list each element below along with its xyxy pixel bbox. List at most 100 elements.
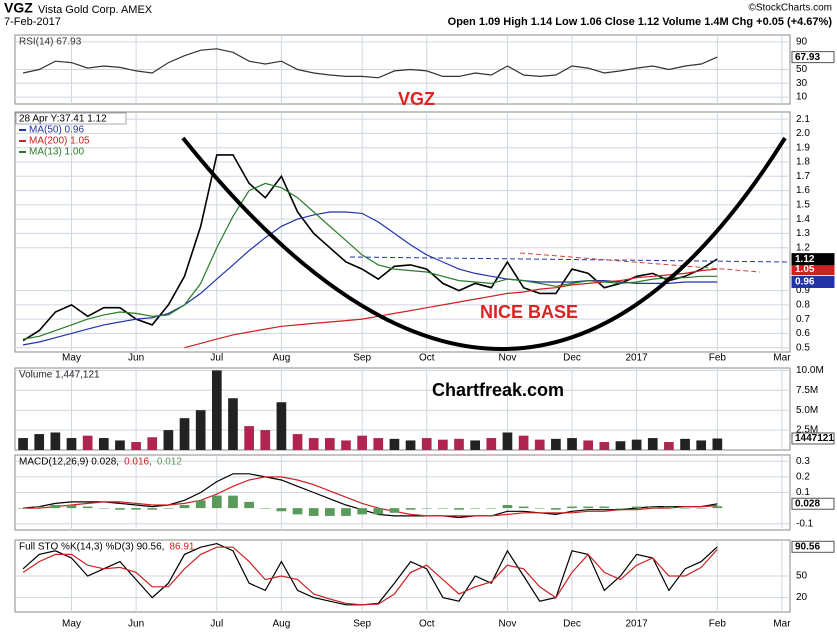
x-tick-label: Sep xyxy=(353,353,371,364)
bar xyxy=(389,508,400,513)
bar xyxy=(260,430,271,450)
y-tick-label: 1.2 xyxy=(796,242,810,253)
legend-label: MA(50) 0.96 xyxy=(29,125,84,136)
bar xyxy=(341,440,351,450)
bar xyxy=(98,438,109,450)
y-tick-label: 0.9 xyxy=(796,285,810,296)
y-tick-label: 50 xyxy=(796,64,808,75)
last-value-box xyxy=(791,276,835,288)
bar xyxy=(567,438,577,450)
bar xyxy=(712,506,723,509)
bar xyxy=(518,435,529,450)
last-value-label: 1447121 xyxy=(795,433,834,444)
bar xyxy=(373,438,384,450)
y-tick-label: 10.0M xyxy=(796,365,824,376)
last-value-box xyxy=(791,253,835,266)
bar xyxy=(647,506,658,509)
y-tick-label: 2.1 xyxy=(796,114,810,125)
y-tick-label: 0.7 xyxy=(796,314,810,325)
bar xyxy=(98,508,109,509)
symbol: VGZ xyxy=(4,0,33,16)
y-tick-label: 1.6 xyxy=(796,185,810,196)
last-value-label: 67.93 xyxy=(795,52,820,63)
bar xyxy=(647,438,658,450)
last-value-label: 90.56 xyxy=(795,541,820,552)
bar xyxy=(66,438,77,450)
bar xyxy=(147,508,158,510)
resistance-line xyxy=(349,256,791,263)
trend-line xyxy=(519,252,761,273)
last-value-label: 1.12 xyxy=(795,254,815,265)
y-tick-label: 50 xyxy=(796,571,808,582)
y-tick-label: 1.8 xyxy=(796,157,810,168)
bar xyxy=(292,434,303,450)
bar xyxy=(244,426,254,450)
y-tick-label: 1.4 xyxy=(796,214,810,225)
bar xyxy=(438,508,448,509)
base-annotation: NICE BASE xyxy=(480,302,578,322)
y-tick-label: 2.0 xyxy=(796,128,810,139)
bar xyxy=(34,434,45,450)
bar xyxy=(518,506,529,509)
bar xyxy=(599,506,610,509)
bar xyxy=(486,508,497,509)
legend-label: MACD(12,26,9) 0.028, xyxy=(19,457,119,468)
y-tick-label: 7.5M xyxy=(796,385,818,396)
bar xyxy=(454,508,464,510)
bar xyxy=(615,441,626,450)
bar xyxy=(115,508,125,510)
y-tick-label: 1.5 xyxy=(796,199,810,210)
bar xyxy=(163,508,174,509)
x-tick-label: Jul xyxy=(210,353,223,364)
x-tick-label: Nov xyxy=(499,619,517,630)
bar xyxy=(211,370,222,450)
cursor-box xyxy=(15,112,127,125)
series-line xyxy=(22,546,718,606)
bar xyxy=(18,438,28,450)
x-tick-label: Mar xyxy=(773,619,791,630)
series-line xyxy=(23,473,718,519)
x-tick-label: Oct xyxy=(419,619,435,630)
bar xyxy=(131,508,141,510)
bar xyxy=(438,439,448,450)
bar xyxy=(664,442,674,450)
legend-label: Full STO %K(14,3) %D(3) 90.56, xyxy=(19,542,164,553)
bar xyxy=(131,442,141,450)
bar xyxy=(244,501,254,509)
x-tick-label: Dec xyxy=(563,353,581,364)
legend-label: MA(200) 1.05 xyxy=(29,136,90,147)
y-tick-label: 90 xyxy=(796,37,808,48)
bar xyxy=(195,410,206,450)
legend-label: 0.012 xyxy=(157,457,182,468)
bar xyxy=(421,438,432,450)
y-tick-label: 0.1 xyxy=(796,487,810,498)
bar xyxy=(18,508,28,509)
bar xyxy=(211,495,222,509)
x-tick-label: Dec xyxy=(563,619,581,630)
bar xyxy=(34,506,45,509)
legend-label: 0.016, xyxy=(124,457,152,468)
company: Vista Gold Corp. AMEX xyxy=(38,4,153,16)
bar xyxy=(551,438,561,450)
x-tick-label: May xyxy=(62,353,81,364)
y-tick-label: 0.6 xyxy=(796,328,810,339)
x-tick-label: Jun xyxy=(128,619,144,630)
bar xyxy=(470,440,480,450)
cursor-label: 28 Apr Y:37.41 1.12 xyxy=(19,114,107,125)
bar xyxy=(680,438,690,450)
series-line xyxy=(22,48,718,79)
last-value-label: 1.05 xyxy=(795,264,815,275)
bar xyxy=(82,506,93,509)
x-tick-label: 2017 xyxy=(625,353,648,364)
y-tick-label: 30 xyxy=(796,78,808,89)
series-line xyxy=(184,268,718,349)
bar xyxy=(50,505,61,509)
bar xyxy=(567,506,577,509)
bar xyxy=(325,438,335,450)
bar xyxy=(357,508,367,515)
x-tick-label: Sep xyxy=(353,619,371,630)
bar xyxy=(696,440,707,450)
bar xyxy=(680,508,690,509)
bar xyxy=(357,435,367,450)
x-tick-label: Mar xyxy=(773,353,791,364)
